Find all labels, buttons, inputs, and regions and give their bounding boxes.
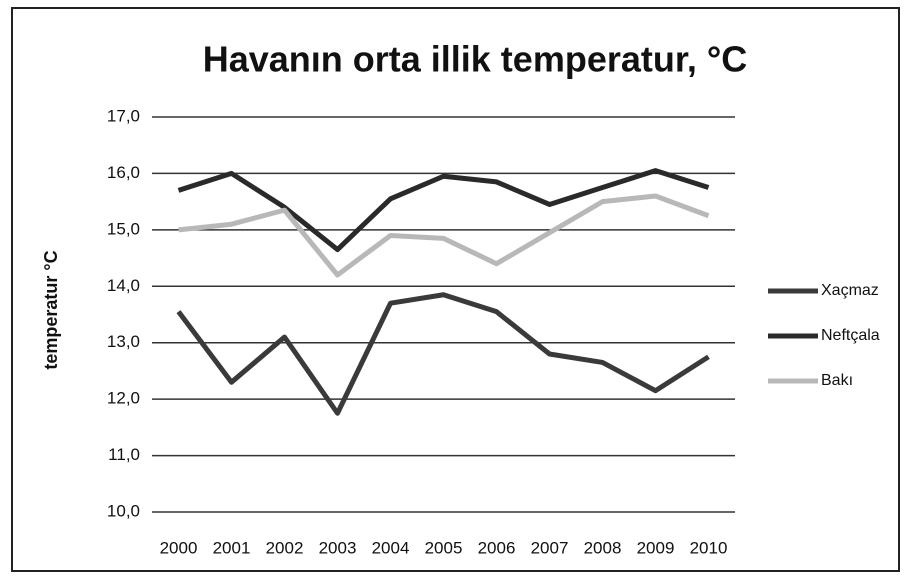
y-tick-label: 13,0 <box>107 332 140 351</box>
y-tick-label: 17,0 <box>107 106 140 125</box>
y-tick-label: 14,0 <box>107 276 140 295</box>
x-tick-label: 2003 <box>319 538 357 557</box>
x-tick-label: 2008 <box>584 538 622 557</box>
series-line <box>176 292 710 416</box>
x-tick-label: 2009 <box>637 538 675 557</box>
chart-frame <box>11 7 900 572</box>
x-tick-label: 2002 <box>266 538 304 557</box>
x-tick-label: 2004 <box>372 538 410 557</box>
legend-label: Xaçmaz <box>821 282 879 299</box>
x-tick-label: 2006 <box>478 538 516 557</box>
chart-title: Havanın orta illik temperatur, °C <box>203 39 748 80</box>
x-tick-label: 2007 <box>531 538 569 557</box>
legend-label: Bakı <box>821 372 853 389</box>
series-line <box>178 193 710 278</box>
y-tick-label: 10,0 <box>107 501 140 520</box>
y-tick-label: 16,0 <box>107 163 140 182</box>
x-tick-label: 2001 <box>213 538 251 557</box>
y-tick-label: 15,0 <box>107 219 140 238</box>
y-axis-label: temperatur °C <box>41 250 61 369</box>
series-line <box>177 168 710 253</box>
y-tick-label: 11,0 <box>108 445 140 464</box>
x-tick-label: 2005 <box>425 538 463 557</box>
legend-label: Neftçala <box>821 327 880 344</box>
y-tick-label: 12,0 <box>107 389 140 408</box>
x-tick-label: 2000 <box>160 538 198 557</box>
x-tick-label: 2010 <box>690 538 728 557</box>
